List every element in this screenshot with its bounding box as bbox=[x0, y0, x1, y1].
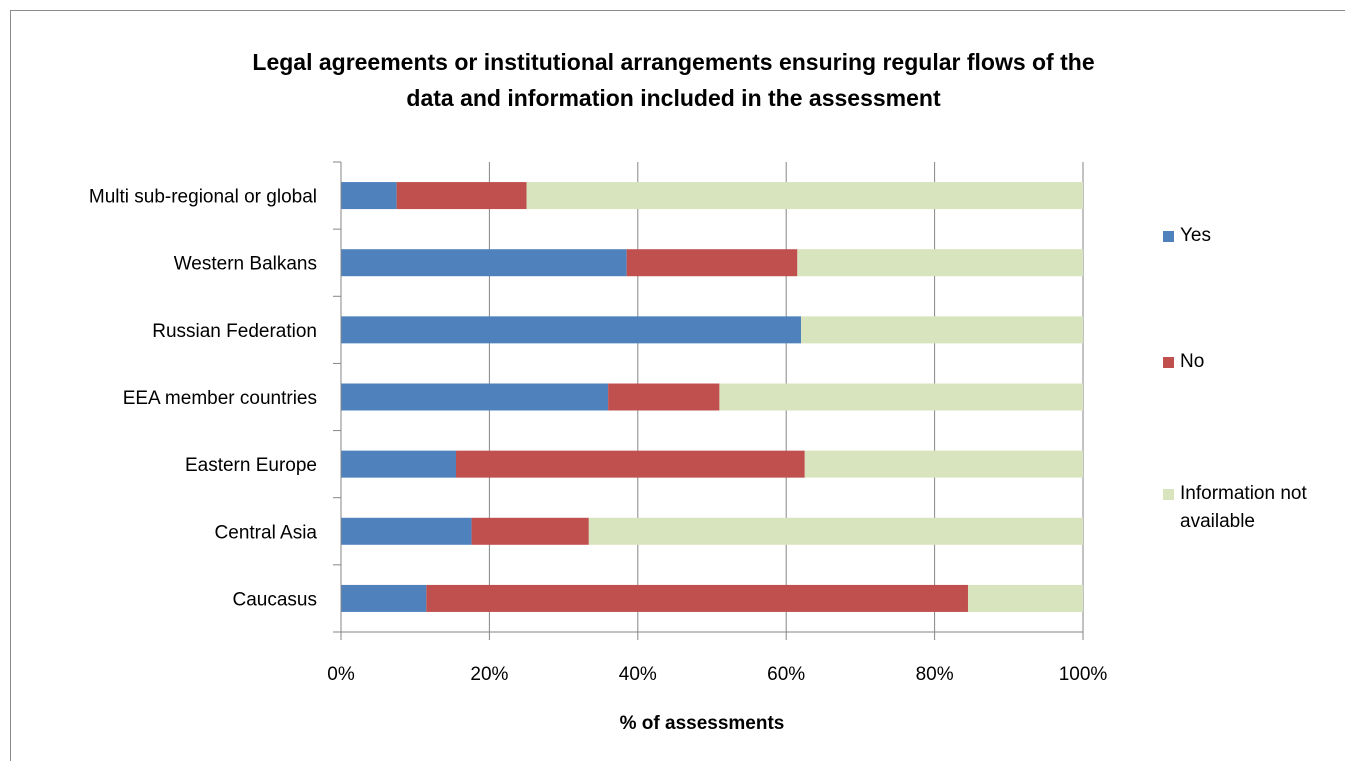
x-tick-label: 40% bbox=[619, 664, 657, 685]
bar-no-central-asia bbox=[471, 517, 589, 545]
legend-item-no: No bbox=[1163, 348, 1204, 376]
legend-label-no: No bbox=[1180, 351, 1205, 372]
legend-label-yes: Yes bbox=[1180, 225, 1211, 246]
bar-information-not-available-eea-member-countries bbox=[719, 383, 1083, 411]
x-tick-label: 100% bbox=[1059, 664, 1108, 685]
bar-information-not-available-western-balkans bbox=[797, 249, 1083, 277]
bar-no-western-balkans bbox=[626, 249, 798, 277]
legend-item-yes: Yes bbox=[1163, 222, 1211, 250]
x-tick-label: 20% bbox=[470, 664, 508, 685]
x-tick-label: 60% bbox=[767, 664, 805, 685]
category-label: Central Asia bbox=[215, 522, 318, 543]
bar-yes-caucasus bbox=[341, 584, 427, 612]
x-tick-label: 0% bbox=[327, 664, 355, 685]
bar-information-not-available-multi-sub-regional-or-global bbox=[526, 182, 1083, 210]
bar-information-not-available-caucasus bbox=[967, 584, 1083, 612]
bar-information-not-available-russian-federation bbox=[801, 316, 1083, 344]
bar-yes-russian-federation bbox=[341, 316, 802, 344]
bar-yes-eastern-europe bbox=[341, 450, 457, 478]
chart-title: Legal agreements or institutional arrang… bbox=[252, 49, 1095, 111]
bar-no-eastern-europe bbox=[456, 450, 805, 478]
category-label: Eastern Europe bbox=[185, 455, 317, 476]
bar-no-caucasus bbox=[426, 584, 968, 612]
legend-swatch-no bbox=[1163, 357, 1174, 368]
x-axis-title: % of assessments bbox=[620, 713, 785, 734]
category-label: Multi sub-regional or global bbox=[89, 187, 317, 208]
bar-yes-central-asia bbox=[341, 517, 472, 545]
bar-yes-eea-member-countries bbox=[341, 383, 609, 411]
legend-item-information-not-available: Information not available bbox=[1163, 480, 1343, 536]
legend-label-information-not-available: Information not available bbox=[1180, 483, 1307, 532]
legend-swatch-information-not-available bbox=[1163, 489, 1174, 500]
category-label: Caucasus bbox=[233, 589, 318, 610]
bar-no-eea-member-countries bbox=[608, 383, 720, 411]
category-label: Western Balkans bbox=[174, 254, 317, 275]
bar-yes-multi-sub-regional-or-global bbox=[341, 182, 397, 210]
x-tick-label: 80% bbox=[916, 664, 954, 685]
category-label: Russian Federation bbox=[152, 321, 317, 342]
legend-swatch-yes bbox=[1163, 231, 1174, 242]
bar-information-not-available-eastern-europe bbox=[804, 450, 1083, 478]
bar-no-multi-sub-regional-or-global bbox=[396, 182, 527, 210]
bar-yes-western-balkans bbox=[341, 249, 627, 277]
category-label: EEA member countries bbox=[123, 388, 317, 409]
bar-information-not-available-central-asia bbox=[588, 517, 1083, 545]
